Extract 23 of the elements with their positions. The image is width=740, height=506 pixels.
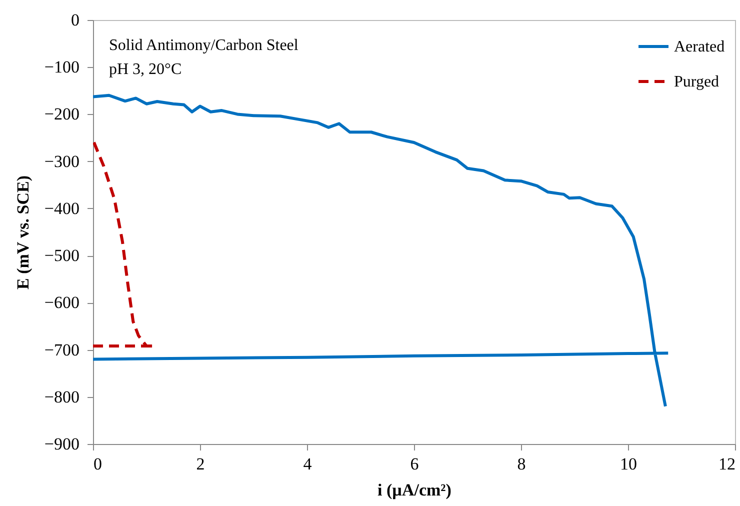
y-axis-title: E (mV vs. SCE) bbox=[13, 176, 32, 290]
y-tick-label: −900 bbox=[44, 434, 80, 454]
legend-label: Purged bbox=[674, 74, 720, 90]
annotation: Solid Antimony/Carbon Steel bbox=[109, 37, 299, 54]
y-tick-label: −500 bbox=[44, 246, 80, 266]
annotation: pH 3, 20°C bbox=[109, 60, 182, 78]
x-axis-title: i (µA/cm²) bbox=[378, 480, 452, 500]
y-tick-label: −200 bbox=[44, 104, 80, 124]
legend-label: Aerated bbox=[674, 38, 725, 56]
x-tick-label: 4 bbox=[303, 454, 312, 474]
y-tick-label: −300 bbox=[44, 152, 80, 171]
y-tick-label: 0 bbox=[71, 10, 80, 30]
y-tick-label: −400 bbox=[44, 198, 80, 218]
y-tick-label: −600 bbox=[44, 293, 80, 312]
y-tick-label: −800 bbox=[44, 387, 80, 406]
x-tick-label: 2 bbox=[196, 454, 205, 474]
x-tick-label: 6 bbox=[410, 454, 419, 474]
x-tick-label: 8 bbox=[517, 454, 526, 474]
x-tick-label: 10 bbox=[620, 454, 637, 474]
y-tick-label: −700 bbox=[44, 340, 80, 360]
x-tick-label: 12 bbox=[718, 454, 736, 474]
y-tick-label: −100 bbox=[44, 58, 80, 77]
x-tick-label: 0 bbox=[94, 454, 102, 474]
